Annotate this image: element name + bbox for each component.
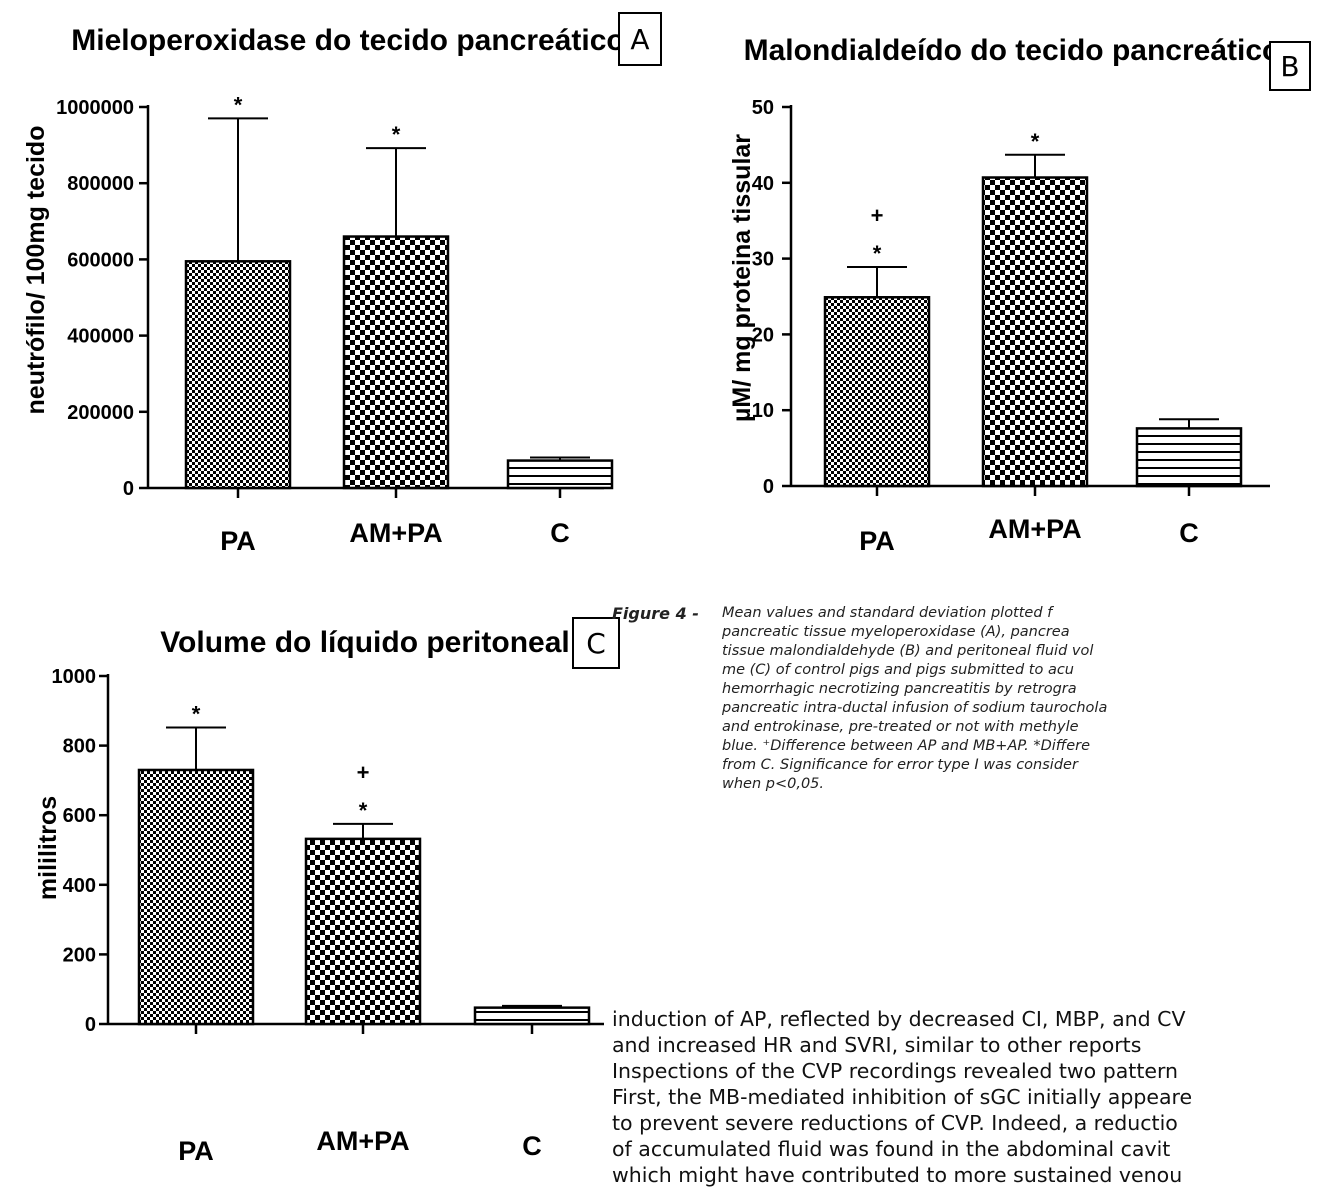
caption-line: when p<0,05. (722, 776, 825, 792)
panel-letter-box (572, 617, 620, 669)
body-text-line: Inspections of the CVP recordings reveal… (612, 1059, 1179, 1083)
bar-c (473, 1006, 591, 1026)
bar-pa (184, 260, 292, 490)
y-tick-label: 400 (63, 875, 96, 897)
y-axis-label: µM/ mg proteina tissular (728, 134, 756, 422)
body-paragraph: induction of AP, reflected by decreased … (612, 1006, 1318, 1188)
chart-panel-a: Mieloperoxidase do tecido pancreático Ane… (22, 12, 662, 556)
x-tick-label: PA (178, 1136, 214, 1166)
y-tick-label: 0 (123, 478, 134, 500)
bar-am-pa (342, 235, 450, 490)
panel-letter: B (1280, 50, 1299, 83)
panel-letter: A (630, 23, 649, 56)
body-text-line: to prevent severe reductions of CVP. Ind… (612, 1111, 1178, 1135)
caption-line: me (C) of control pigs and pigs submitte… (722, 662, 1074, 678)
y-tick-label: 600000 (67, 249, 134, 271)
chart-title: Volume do líquido peritoneal (160, 626, 569, 659)
y-tick-label: 50 (752, 97, 774, 119)
y-axis-label: mililitros (34, 796, 62, 900)
x-tick-label: AM+PA (988, 514, 1081, 544)
y-tick-label: 800 (63, 736, 96, 758)
caption-line: and entrokinase, pre-treated or not with… (722, 719, 1079, 735)
x-tick-label: C (1179, 518, 1199, 548)
figure-caption: Figure 4 - Mean values and standard devi… (612, 604, 1318, 794)
bar-pa (137, 768, 255, 1026)
significance-plus: + (871, 203, 884, 228)
panel-letter-box (618, 12, 662, 66)
x-tick-label: PA (220, 526, 256, 556)
significance-plus: + (357, 760, 370, 785)
y-axis-label: neutrófilo/ 100mg tecido (22, 126, 50, 415)
bar-pa (823, 296, 931, 488)
caption-line: pancreatic tissue myeloperoxidase (A), p… (722, 624, 1070, 640)
bar-c (1135, 427, 1243, 488)
x-tick-label: C (522, 1131, 542, 1161)
y-tick-label: 30 (752, 249, 774, 271)
y-tick-label: 400000 (67, 326, 134, 348)
body-text-line: induction of AP, reflected by decreased … (612, 1007, 1186, 1031)
y-tick-label: 800000 (67, 173, 134, 195)
y-tick-label: 40 (752, 173, 774, 195)
caption-line: tissue malondialdehyde (B) and peritonea… (722, 643, 1094, 659)
chart-panel-b: Malondialdeído do tecido pancreático BµM/… (728, 34, 1311, 556)
significance-asterisk: * (1031, 129, 1040, 154)
x-tick-label: AM+PA (316, 1126, 409, 1156)
significance-asterisk: * (192, 702, 201, 727)
significance-asterisk: * (873, 241, 882, 266)
caption-line: Mean values and standard deviation plott… (722, 605, 1053, 621)
panel-letter: C (586, 627, 606, 660)
caption-text: Mean values and standard deviation plott… (722, 604, 1318, 794)
caption-label: Figure 4 - (612, 604, 699, 623)
caption-line: pancreatic intra-ductal infusion of sodi… (722, 700, 1108, 716)
chart-title: Malondialdeído do tecido pancreático (744, 34, 1281, 67)
panel-letter-box (1269, 41, 1311, 91)
body-text-line: and increased HR and SVRI, similar to ot… (612, 1033, 1142, 1057)
x-tick-label: C (550, 518, 570, 548)
bar-am-pa (981, 176, 1089, 488)
y-tick-label: 0 (85, 1014, 96, 1036)
bar-c (506, 459, 614, 490)
body-text-line: of accumulated fluid was found in the ab… (612, 1137, 1171, 1161)
significance-asterisk: * (392, 122, 401, 147)
chart-title: Mieloperoxidase do tecido pancreático (71, 24, 624, 57)
x-tick-label: PA (859, 526, 895, 556)
y-tick-label: 200 (63, 944, 96, 966)
body-text-line: which might have contributed to more sus… (612, 1163, 1183, 1187)
y-tick-label: 20 (752, 324, 774, 346)
caption-line: from C. Significance for error type I wa… (722, 757, 1078, 773)
y-tick-label: 10 (752, 400, 774, 422)
caption-line: hemorrhagic necrotizing pancreatitis by … (722, 681, 1077, 697)
significance-asterisk: * (234, 92, 243, 117)
caption-line: blue. ⁺Difference between AP and MB+AP. … (722, 738, 1091, 754)
y-tick-label: 0 (763, 476, 774, 498)
y-tick-label: 600 (63, 805, 96, 827)
bar-am-pa (304, 837, 422, 1026)
y-tick-label: 1000000 (56, 97, 134, 119)
y-tick-label: 200000 (67, 402, 134, 424)
y-tick-label: 1000 (52, 666, 97, 688)
body-text-line: First, the MB-mediated inhibition of sGC… (612, 1085, 1193, 1109)
x-tick-label: AM+PA (349, 518, 442, 548)
significance-asterisk: * (359, 798, 368, 823)
